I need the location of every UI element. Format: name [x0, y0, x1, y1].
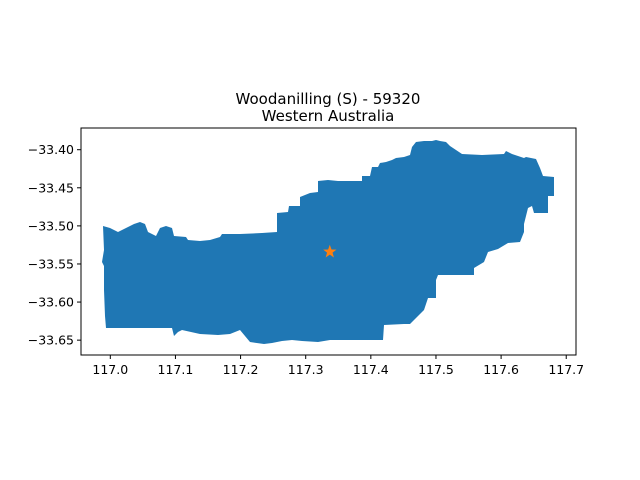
axes-frame: [80, 127, 577, 356]
x-tick-label: 117.0: [92, 362, 128, 377]
location-star-marker: [323, 244, 337, 258]
x-axis: 117.0 117.1 117.2 117.3 117.4 117.5 117.6 117.7: [92, 355, 584, 377]
y-axis: −33.40 −33.45 −33.50 −33.55 −33.60 −33.65: [28, 142, 81, 348]
x-tick-label: 117.5: [418, 362, 454, 377]
figure-title: Woodanilling (S) - 59320 Western Austral…: [236, 90, 421, 125]
y-tick-label: −33.60: [28, 295, 74, 310]
shire-boundary-polygon: [102, 140, 554, 344]
y-tick-label: −33.45: [28, 180, 74, 195]
x-tick-label: 117.4: [353, 362, 389, 377]
title-line-2: Western Australia: [262, 107, 395, 125]
x-tick-label: 117.1: [158, 362, 194, 377]
y-tick-label: −33.40: [28, 142, 74, 157]
x-tick-label: 117.6: [483, 362, 519, 377]
x-tick-label: 117.2: [223, 362, 259, 377]
y-tick-label: −33.50: [28, 218, 74, 233]
x-tick-label: 117.3: [288, 362, 324, 377]
y-tick-label: −33.65: [28, 333, 74, 348]
title-line-1: Woodanilling (S) - 59320: [236, 90, 421, 108]
plot-axes: 117.0 117.1 117.2 117.3 117.4 117.5 117.6 117.7…: [28, 127, 584, 377]
x-tick-label: 117.7: [548, 362, 584, 377]
y-tick-label: −33.55: [28, 256, 74, 271]
